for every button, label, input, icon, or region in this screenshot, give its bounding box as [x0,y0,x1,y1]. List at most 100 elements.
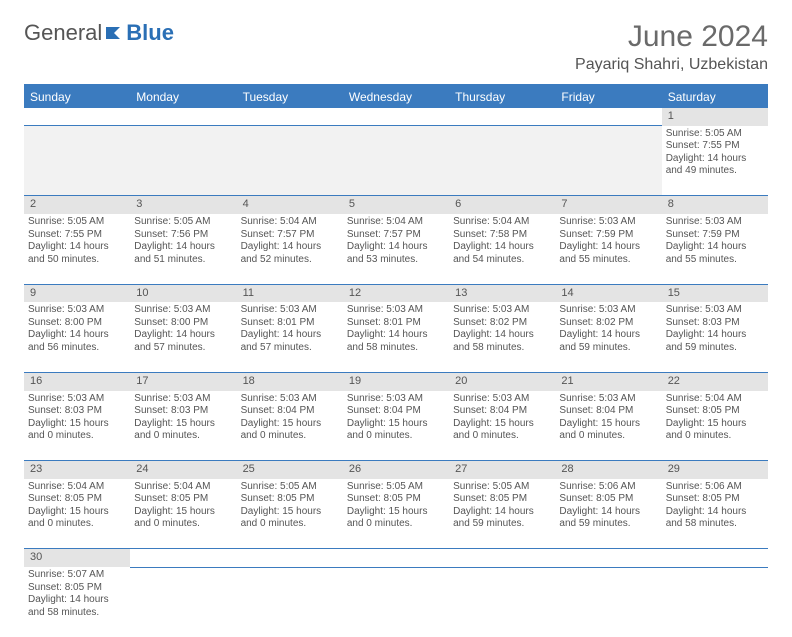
day-number: 4 [237,196,343,214]
day-number [449,549,555,567]
sunset-text: Sunset: 8:02 PM [453,317,551,330]
detail-row: Sunrise: 5:03 AMSunset: 8:03 PMDaylight:… [24,391,768,461]
sunrise-text: Sunrise: 5:05 AM [453,481,551,494]
sunset-text: Sunset: 7:59 PM [559,229,657,242]
day-number: 8 [662,196,768,214]
day-number: 16 [24,372,130,390]
day-cell [130,126,236,196]
sunset-text: Sunset: 8:01 PM [241,317,339,330]
daynum-row: 30 [24,549,768,567]
day-cell: Sunrise: 5:05 AMSunset: 7:56 PMDaylight:… [130,214,236,284]
day-number: 3 [130,196,236,214]
sunrise-text: Sunrise: 5:03 AM [134,393,232,406]
flag-icon [104,25,124,41]
daylight1-text: Daylight: 15 hours [559,418,657,431]
day-cell: Sunrise: 5:03 AMSunset: 8:01 PMDaylight:… [343,302,449,372]
daylight1-text: Daylight: 14 hours [666,329,764,342]
sunset-text: Sunset: 8:01 PM [347,317,445,330]
daylight2-text: and 59 minutes. [453,518,551,531]
day-details: Sunrise: 5:03 AMSunset: 8:00 PMDaylight:… [28,304,126,354]
daylight2-text: and 55 minutes. [559,254,657,267]
day-cell: Sunrise: 5:03 AMSunset: 7:59 PMDaylight:… [662,214,768,284]
day-details: Sunrise: 5:04 AMSunset: 8:05 PMDaylight:… [28,481,126,531]
weekday-friday: Friday [555,85,661,108]
sunrise-text: Sunrise: 5:03 AM [28,393,126,406]
day-cell [662,567,768,637]
daylight2-text: and 59 minutes. [666,342,764,355]
sunrise-text: Sunrise: 5:04 AM [28,481,126,494]
day-details: Sunrise: 5:04 AMSunset: 7:57 PMDaylight:… [347,216,445,266]
daylight1-text: Daylight: 14 hours [241,241,339,254]
day-number: 5 [343,196,449,214]
sunset-text: Sunset: 7:57 PM [347,229,445,242]
daylight1-text: Daylight: 15 hours [134,506,232,519]
day-cell: Sunrise: 5:03 AMSunset: 8:03 PMDaylight:… [662,302,768,372]
day-number: 12 [343,284,449,302]
calendar-body: 1Sunrise: 5:05 AMSunset: 7:55 PMDaylight… [24,108,768,637]
daylight1-text: Daylight: 15 hours [666,418,764,431]
sunset-text: Sunset: 7:55 PM [666,140,764,153]
day-number: 14 [555,284,661,302]
daylight2-text: and 57 minutes. [134,342,232,355]
day-cell: Sunrise: 5:06 AMSunset: 8:05 PMDaylight:… [662,479,768,549]
sunrise-text: Sunrise: 5:03 AM [453,393,551,406]
day-number [130,549,236,567]
daynum-row: 16171819202122 [24,372,768,390]
day-cell: Sunrise: 5:05 AMSunset: 7:55 PMDaylight:… [24,214,130,284]
day-cell: Sunrise: 5:05 AMSunset: 7:55 PMDaylight:… [662,126,768,196]
sunrise-text: Sunrise: 5:04 AM [453,216,551,229]
daylight2-text: and 59 minutes. [559,342,657,355]
day-number: 25 [237,461,343,479]
daylight1-text: Daylight: 14 hours [134,329,232,342]
sunset-text: Sunset: 8:05 PM [28,493,126,506]
day-cell: Sunrise: 5:03 AMSunset: 8:00 PMDaylight:… [24,302,130,372]
sunrise-text: Sunrise: 5:03 AM [28,304,126,317]
day-details: Sunrise: 5:03 AMSunset: 8:03 PMDaylight:… [134,393,232,443]
sunrise-text: Sunrise: 5:03 AM [666,304,764,317]
day-cell: Sunrise: 5:03 AMSunset: 8:04 PMDaylight:… [343,391,449,461]
day-cell: Sunrise: 5:05 AMSunset: 8:05 PMDaylight:… [343,479,449,549]
month-title: June 2024 [575,20,768,54]
sunset-text: Sunset: 8:04 PM [559,405,657,418]
day-details: Sunrise: 5:06 AMSunset: 8:05 PMDaylight:… [559,481,657,531]
day-number: 6 [449,196,555,214]
daylight1-text: Daylight: 14 hours [28,241,126,254]
weekday-thursday: Thursday [449,85,555,108]
day-number: 13 [449,284,555,302]
sunrise-text: Sunrise: 5:03 AM [559,393,657,406]
day-number: 23 [24,461,130,479]
day-details: Sunrise: 5:05 AMSunset: 7:56 PMDaylight:… [134,216,232,266]
day-cell: Sunrise: 5:05 AMSunset: 8:05 PMDaylight:… [449,479,555,549]
daylight2-text: and 0 minutes. [28,518,126,531]
day-details: Sunrise: 5:03 AMSunset: 8:04 PMDaylight:… [241,393,339,443]
location: Payariq Shahri, Uzbekistan [575,56,768,74]
logo-text-general: General [24,20,102,46]
sunset-text: Sunset: 8:03 PM [134,405,232,418]
sunset-text: Sunset: 8:05 PM [347,493,445,506]
sunset-text: Sunset: 8:05 PM [134,493,232,506]
logo-text-blue: Blue [126,20,174,46]
day-number: 20 [449,372,555,390]
logo: General Blue [24,20,174,46]
day-details: Sunrise: 5:04 AMSunset: 8:05 PMDaylight:… [666,393,764,443]
daylight2-text: and 58 minutes. [453,342,551,355]
sunrise-text: Sunrise: 5:03 AM [347,304,445,317]
daylight1-text: Daylight: 14 hours [134,241,232,254]
daylight2-text: and 53 minutes. [347,254,445,267]
daylight2-text: and 50 minutes. [28,254,126,267]
day-number: 15 [662,284,768,302]
daylight2-text: and 0 minutes. [241,430,339,443]
daylight1-text: Daylight: 14 hours [28,594,126,607]
daylight1-text: Daylight: 14 hours [347,241,445,254]
day-details: Sunrise: 5:04 AMSunset: 8:05 PMDaylight:… [134,481,232,531]
day-details: Sunrise: 5:03 AMSunset: 8:04 PMDaylight:… [453,393,551,443]
detail-row: Sunrise: 5:04 AMSunset: 8:05 PMDaylight:… [24,479,768,549]
day-number [343,108,449,126]
sunrise-text: Sunrise: 5:06 AM [666,481,764,494]
daylight1-text: Daylight: 14 hours [666,241,764,254]
daylight2-text: and 54 minutes. [453,254,551,267]
day-details: Sunrise: 5:03 AMSunset: 8:01 PMDaylight:… [241,304,339,354]
day-cell: Sunrise: 5:03 AMSunset: 8:02 PMDaylight:… [555,302,661,372]
day-details: Sunrise: 5:05 AMSunset: 8:05 PMDaylight:… [453,481,551,531]
day-number [237,108,343,126]
